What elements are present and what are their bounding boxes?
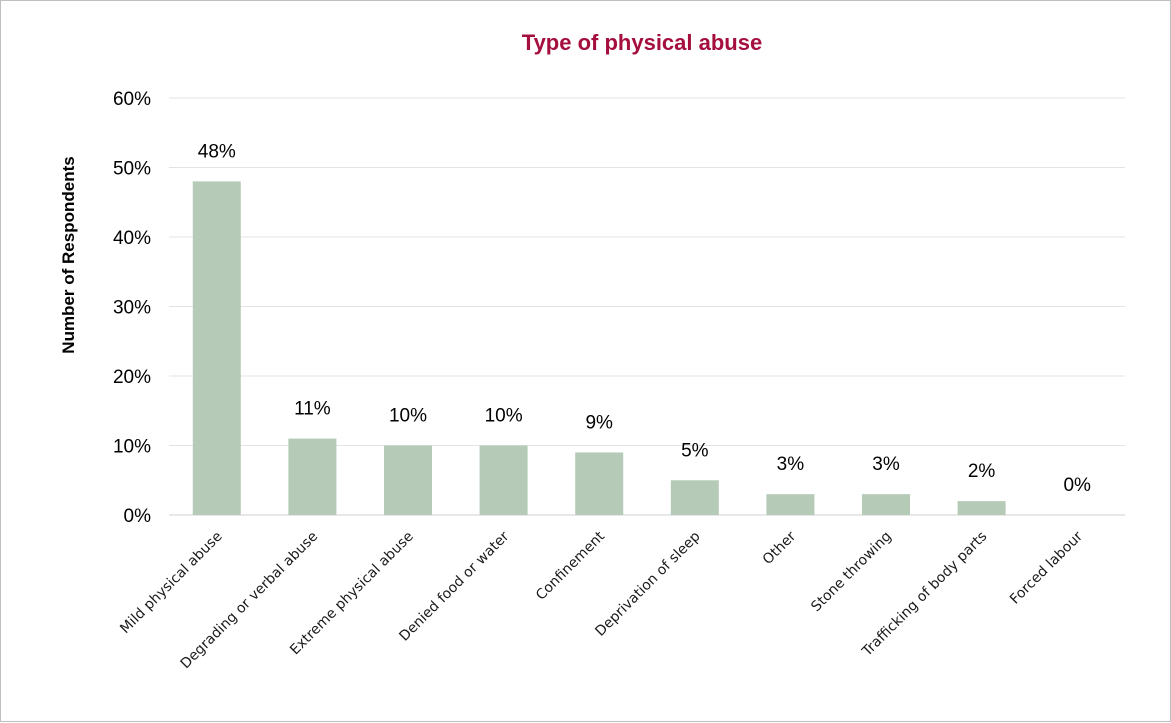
data-label: 3% [777, 454, 805, 475]
data-labels: 48% 11% 10% 10% 9% 5% 3% 3% 2% 0% [198, 141, 1091, 496]
bars [192, 181, 1006, 515]
y-tick-label: 20% [113, 367, 151, 388]
data-label: 10% [389, 406, 427, 427]
y-tick-label: 40% [113, 228, 151, 249]
data-label: 48% [198, 141, 236, 162]
data-label: 10% [485, 406, 523, 427]
x-tick-label: Deprivation of sleep [592, 528, 703, 639]
x-tick-label: Denied food or water [396, 528, 512, 644]
y-axis-ticks: 0% 10% 20% 30% 40% 50% 60% [113, 89, 151, 527]
data-label: 2% [968, 461, 996, 482]
y-tick-label: 0% [124, 506, 152, 527]
bar [288, 438, 337, 515]
bar [575, 452, 624, 515]
x-tick-label: Mild physical abuse [117, 529, 225, 637]
chart-title: Type of physical abuse [522, 30, 762, 55]
data-label: 11% [294, 399, 331, 420]
x-tick-label: Stone throwing [808, 529, 895, 616]
bar [862, 494, 910, 515]
bar [766, 494, 815, 515]
data-label: 5% [681, 440, 709, 461]
y-tick-label: 60% [113, 89, 151, 110]
data-label: 0% [1063, 475, 1091, 496]
bar [384, 445, 432, 515]
y-axis-label: Number of Respondents [59, 156, 78, 353]
bar [192, 181, 241, 515]
y-tick-label: 50% [113, 159, 151, 180]
x-tick-label: Forced labour [1007, 528, 1086, 607]
y-tick-label: 30% [113, 298, 151, 319]
data-label: 9% [585, 412, 613, 433]
bar [479, 445, 528, 515]
data-label: 3% [872, 454, 900, 475]
bar [957, 501, 1006, 515]
bar [670, 480, 719, 515]
y-tick-label: 10% [113, 437, 151, 458]
x-tick-label: Other [760, 528, 800, 568]
x-tick-label: Confinement [533, 528, 608, 603]
